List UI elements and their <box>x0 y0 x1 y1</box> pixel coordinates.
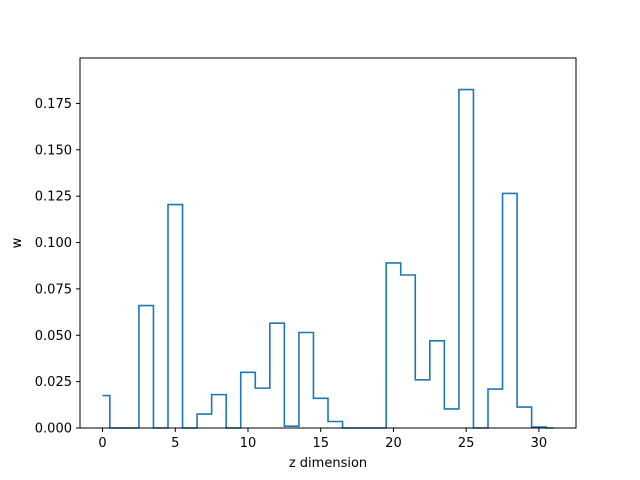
y-tick-label: 0.000 <box>35 422 72 437</box>
x-tick-label: 25 <box>458 436 475 451</box>
plot-area <box>102 88 554 429</box>
y-tick-label: 0.075 <box>35 282 72 297</box>
y-tick-label: 0.150 <box>35 143 72 158</box>
x-tick-label: 0 <box>98 436 106 451</box>
y-tick-label: 0.025 <box>35 375 72 390</box>
y-tick-label: 0.175 <box>35 97 72 112</box>
y-axis-label: w <box>10 237 25 248</box>
x-axis-label: z dimension <box>289 456 367 471</box>
x-tick-label: 15 <box>312 436 329 451</box>
x-tick-label: 10 <box>240 436 257 451</box>
x-axis-ticks: 0 5 10 15 20 25 30 <box>98 428 547 451</box>
x-tick-label: 30 <box>531 436 548 451</box>
x-tick-label: 20 <box>385 436 402 451</box>
x-tick-label: 5 <box>171 436 179 451</box>
y-tick-label: 0.125 <box>35 190 72 205</box>
axes-frame <box>79 57 577 429</box>
y-axis-ticks: 0.000 0.025 0.050 0.075 0.100 0.125 0.150 0.175 <box>35 97 80 437</box>
histogram-step-line <box>102 88 554 429</box>
y-tick-label: 0.100 <box>35 236 72 251</box>
y-tick-label: 0.050 <box>35 329 72 344</box>
